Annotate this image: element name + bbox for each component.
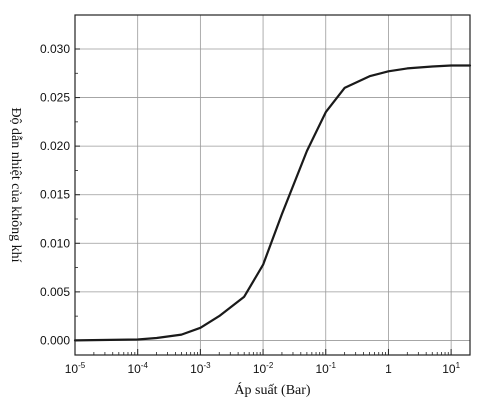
x-axis-title: Áp suất (Bar) bbox=[234, 381, 311, 398]
x-tick-label: 10-5 bbox=[65, 361, 86, 376]
series-layer bbox=[73, 64, 472, 342]
minor-ticks bbox=[74, 48, 471, 355]
y-tick-label: 0.030 bbox=[40, 42, 70, 56]
y-tick-labels: 0.000 0.005 0.010 0.015 0.020 0.025 0.030 bbox=[40, 42, 70, 347]
x-tick-label: 10-4 bbox=[127, 361, 148, 376]
x-tick-label: 10-1 bbox=[316, 361, 337, 376]
y-tick-label: 0.010 bbox=[40, 236, 70, 250]
y-tick-label: 0.000 bbox=[40, 333, 70, 347]
y-tick-label: 0.020 bbox=[40, 139, 70, 153]
x-tick-labels: 10-5 10-4 10-3 10-2 10-1 1 101 bbox=[65, 361, 461, 376]
x-tick-label: 101 bbox=[442, 361, 460, 376]
series-line bbox=[73, 64, 472, 342]
y-tick-label: 0.015 bbox=[40, 188, 70, 202]
x-tick-label: 1 bbox=[385, 362, 392, 376]
plot-frame bbox=[74, 14, 471, 356]
y-tick-label: 0.025 bbox=[40, 91, 70, 105]
grid bbox=[74, 15, 470, 355]
y-tick-label: 0.005 bbox=[40, 285, 70, 299]
x-tick-label: 10-3 bbox=[190, 361, 211, 376]
y-axis-title: Độ dẫn nhiệt của không khí bbox=[8, 107, 23, 262]
x-tick-label: 10-2 bbox=[253, 361, 274, 376]
